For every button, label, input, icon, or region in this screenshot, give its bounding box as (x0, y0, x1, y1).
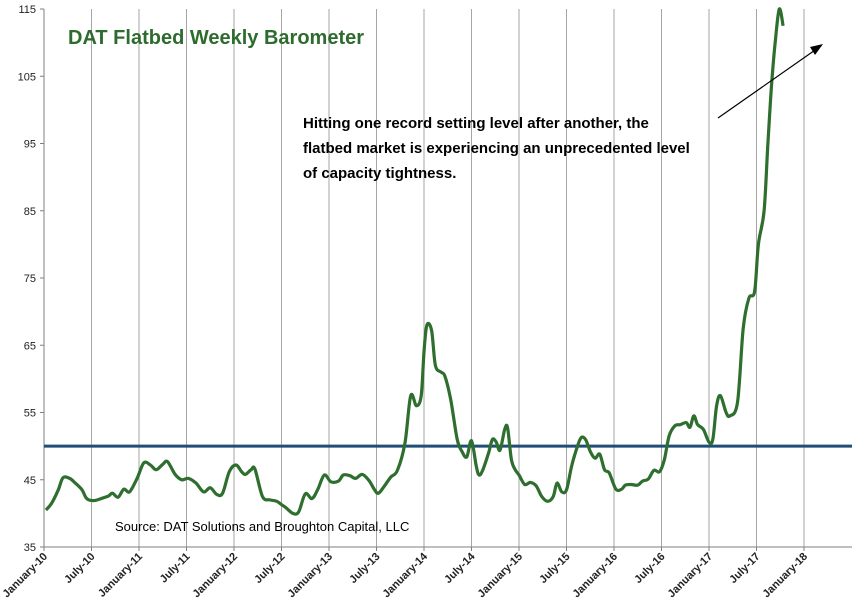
y-tick-label: 55 (24, 408, 36, 420)
y-tick-label: 85 (24, 206, 36, 218)
annotation-arrow-head (810, 44, 823, 55)
annotation-line: Hitting one record setting level after a… (303, 115, 649, 132)
annotation-arrow (717, 47, 819, 119)
annotation-line: flatbed market is experiencing an unprec… (303, 140, 690, 157)
source-note: Source: DAT Solutions and Broughton Capi… (115, 519, 409, 534)
chart-title: DAT Flatbed Weekly Barometer (68, 27, 364, 49)
annotation-line: of capacity tightness. (303, 165, 456, 182)
annotation-text: Hitting one record setting level after a… (303, 115, 690, 182)
y-tick-label: 115 (18, 4, 36, 16)
y-tick-label: 45 (24, 475, 36, 487)
y-tick-label: 35 (24, 542, 36, 554)
y-axis: 35 45 55 65 75 85 95 105 115 (18, 4, 45, 554)
y-tick-label: 65 (24, 340, 36, 352)
y-tick-label: 105 (18, 71, 36, 83)
y-tick-label: 75 (24, 273, 36, 285)
series-line (44, 7, 785, 516)
y-tick-label: 95 (24, 139, 36, 151)
